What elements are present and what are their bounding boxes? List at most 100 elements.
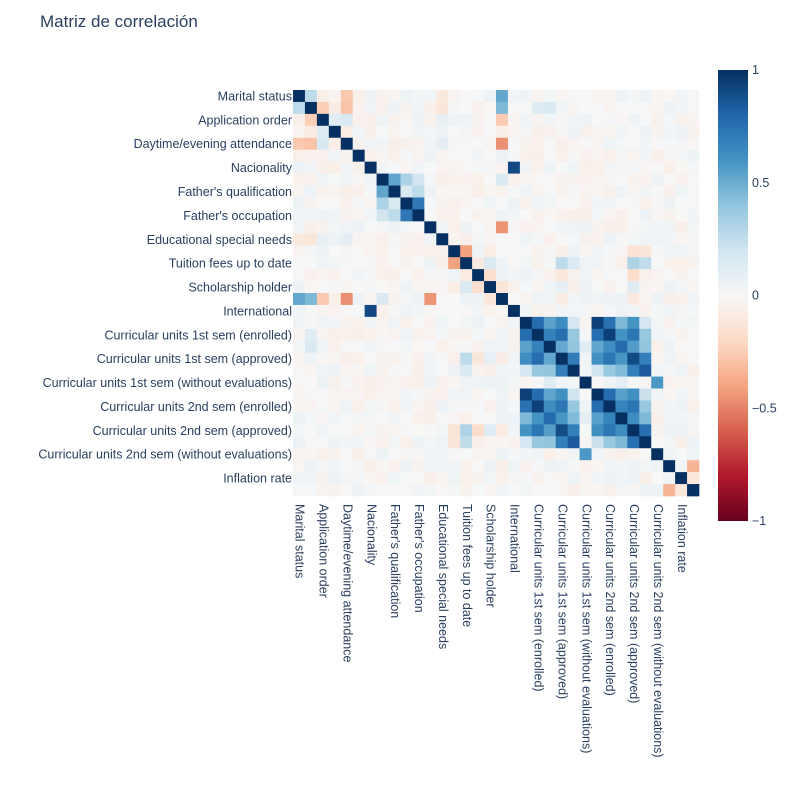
heatmap-cell xyxy=(591,472,604,485)
heatmap-cell xyxy=(460,460,473,473)
heatmap-cell xyxy=(687,340,700,354)
heatmap-cell xyxy=(651,352,664,365)
heatmap-cell xyxy=(567,412,580,425)
heatmap-cell xyxy=(663,484,676,497)
heatmap-cell xyxy=(400,173,413,186)
heatmap-cell xyxy=(472,101,485,115)
heatmap-cell xyxy=(436,209,449,222)
heatmap-cell xyxy=(293,281,306,294)
heatmap-cell xyxy=(304,436,318,449)
heatmap-cell xyxy=(412,316,425,330)
heatmap-cell xyxy=(603,364,616,377)
heatmap-cell xyxy=(519,424,533,437)
heatmap-cell xyxy=(567,340,580,354)
heatmap-cell xyxy=(376,364,389,377)
heatmap-cell xyxy=(591,328,604,342)
heatmap-cell xyxy=(603,173,616,186)
heatmap-cell xyxy=(304,364,318,377)
heatmap-cell xyxy=(376,424,389,437)
heatmap-cell xyxy=(687,364,700,377)
heatmap-cell xyxy=(675,245,688,258)
heatmap-cell xyxy=(591,388,604,401)
heatmap-cell xyxy=(424,376,437,389)
heatmap-cell xyxy=(603,197,616,210)
heatmap-cell xyxy=(340,137,354,151)
heatmap-cell xyxy=(388,113,401,127)
heatmap-cell xyxy=(352,484,365,497)
y-tick-label: Tuition fees up to date xyxy=(169,257,292,271)
heatmap-cell xyxy=(376,173,389,186)
heatmap-cell xyxy=(436,149,449,162)
heatmap-cell xyxy=(627,293,640,306)
heatmap-cell xyxy=(376,472,389,485)
heatmap-cell xyxy=(591,197,604,210)
heatmap-cell xyxy=(496,90,509,103)
heatmap-cell xyxy=(651,304,664,318)
heatmap-cell xyxy=(412,340,425,354)
heatmap-cell xyxy=(615,388,628,401)
heatmap-cell xyxy=(579,340,592,354)
heatmap-cell xyxy=(555,101,568,115)
heatmap-cell xyxy=(519,185,533,198)
colorbar-tick-label: 1 xyxy=(752,63,759,77)
heatmap-cell xyxy=(376,137,389,151)
heatmap-cell xyxy=(328,209,342,222)
heatmap-cell xyxy=(507,245,521,258)
heatmap-cell xyxy=(519,293,533,306)
heatmap-cell xyxy=(400,376,413,389)
heatmap-cell xyxy=(412,185,425,198)
heatmap-cell xyxy=(687,400,700,413)
heatmap-cell xyxy=(687,125,700,139)
heatmap-cell xyxy=(293,125,306,139)
heatmap-cell xyxy=(639,101,652,115)
heatmap-cell xyxy=(651,340,664,354)
heatmap-cell xyxy=(507,137,521,151)
heatmap-cell xyxy=(579,484,592,497)
heatmap-cell xyxy=(651,281,664,294)
heatmap-cell xyxy=(460,352,473,365)
heatmap-cell xyxy=(316,209,330,222)
heatmap-cell xyxy=(424,221,437,234)
colorbar-tick-label: 0.5 xyxy=(752,176,769,190)
heatmap-cell xyxy=(591,233,604,246)
heatmap-cell xyxy=(400,424,413,437)
heatmap-cell xyxy=(412,412,425,425)
heatmap-cell xyxy=(519,388,533,401)
heatmap-cell xyxy=(555,221,568,234)
heatmap-cell xyxy=(651,233,664,246)
heatmap-cell xyxy=(448,340,461,354)
heatmap-cell xyxy=(543,137,557,151)
heatmap-cell xyxy=(496,293,509,306)
heatmap-cell xyxy=(436,352,449,365)
heatmap-cell xyxy=(507,233,521,246)
heatmap-cell xyxy=(316,304,330,318)
heatmap-cell xyxy=(639,304,652,318)
heatmap-cell xyxy=(328,412,342,425)
x-tick-label: Tuition fees up to date xyxy=(460,504,474,627)
heatmap-cell xyxy=(675,460,688,473)
heatmap-cell xyxy=(531,328,545,342)
heatmap-cell xyxy=(484,304,497,318)
heatmap-cell xyxy=(364,209,377,222)
heatmap-cell xyxy=(484,400,497,413)
heatmap-cell xyxy=(376,257,389,270)
heatmap-cell xyxy=(603,125,616,139)
heatmap-cell xyxy=(663,90,676,103)
heatmap-cell xyxy=(543,316,557,330)
heatmap-cell xyxy=(376,400,389,413)
heatmap-cell xyxy=(364,173,377,186)
heatmap-cell xyxy=(627,400,640,413)
heatmap-cell xyxy=(531,424,545,437)
heatmap-cell xyxy=(627,269,640,282)
heatmap-cell xyxy=(507,101,521,115)
heatmap-cell xyxy=(412,364,425,377)
heatmap-cell xyxy=(567,209,580,222)
heatmap-cell xyxy=(412,209,425,222)
heatmap-cell xyxy=(615,90,628,103)
heatmap-cell xyxy=(531,113,545,127)
heatmap-cell xyxy=(496,257,509,270)
heatmap-cell xyxy=(424,113,437,127)
heatmap-cell xyxy=(436,233,449,246)
heatmap-cell xyxy=(579,460,592,473)
heatmap-cell xyxy=(412,161,425,174)
